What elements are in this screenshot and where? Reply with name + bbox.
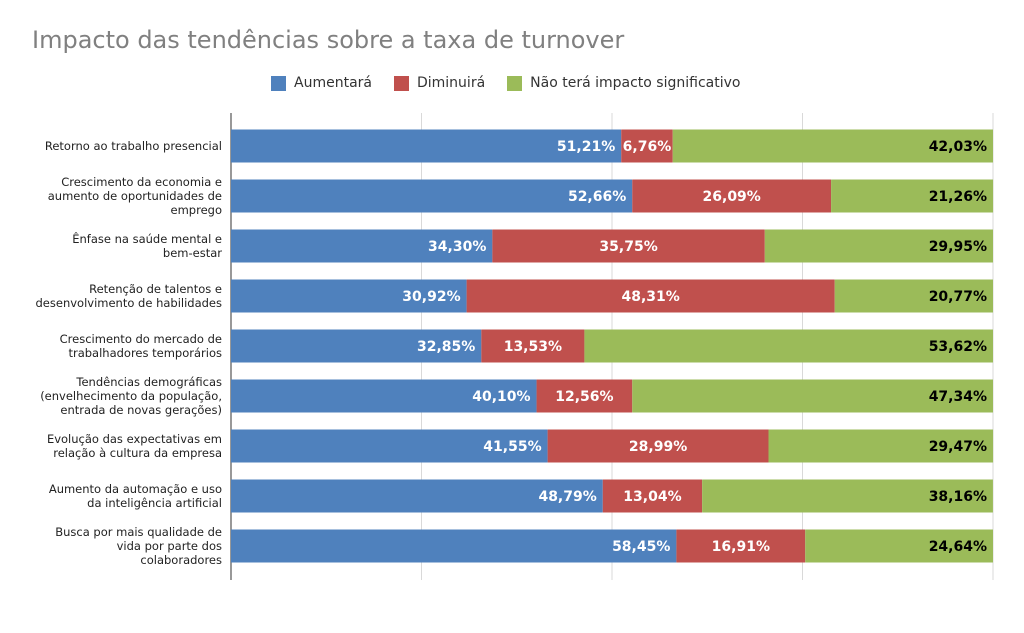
bar-segment: [231, 229, 493, 263]
bar-segment: [584, 329, 993, 363]
bar-segment: [602, 479, 703, 513]
data-label: 16,91%: [712, 539, 770, 555]
category-label: Crescimento da economia e: [61, 175, 222, 189]
bar-segment: [492, 229, 765, 263]
legend-label: Aumentará: [294, 75, 372, 91]
bar-segment: [231, 329, 482, 363]
category-label: Tendências demográficas: [75, 375, 222, 389]
bar-segment: [702, 479, 993, 513]
data-label: 21,26%: [929, 189, 987, 205]
category-label: desenvolvimento de habilidades: [36, 296, 223, 310]
category-label: emprego: [171, 203, 222, 217]
bar-segment: [536, 379, 633, 413]
bar-segment: [632, 179, 832, 213]
category-label: Evolução das expectativas em: [47, 432, 222, 446]
data-label: 13,04%: [623, 489, 681, 505]
bar-segment: [831, 179, 994, 213]
bar-segment: [481, 329, 585, 363]
bar-segment: [466, 279, 835, 313]
data-label: 32,85%: [417, 339, 475, 355]
data-label: 35,75%: [599, 239, 657, 255]
bar-segment: [834, 279, 993, 313]
bar-segment: [764, 229, 993, 263]
bar-segment: [547, 429, 769, 463]
bar-segment: [632, 379, 993, 413]
bar-segment: [676, 529, 806, 563]
bar-segment: [672, 129, 993, 163]
data-label: 12,56%: [555, 389, 613, 405]
data-label: 13,53%: [504, 339, 562, 355]
data-label: 47,34%: [929, 389, 987, 405]
bar-segment: [621, 129, 673, 163]
category-label: Ênfase na saúde mental e: [72, 231, 222, 246]
bar-segment: [231, 279, 467, 313]
legend-label: Diminuirá: [416, 75, 486, 91]
legend: Aumentará Diminuirá Não terá impacto signi…: [271, 75, 740, 91]
data-label: 29,95%: [929, 239, 987, 255]
category-label: Busca por mais qualidade de: [55, 525, 222, 539]
bar-segment: [231, 529, 677, 563]
bar-segment: [768, 429, 994, 463]
bar-segment: [231, 429, 548, 463]
category-label: Retenção de talentos e: [89, 282, 222, 296]
legend-swatch: [271, 75, 286, 91]
data-label: 34,30%: [428, 239, 486, 255]
category-label: relação à cultura da empresa: [53, 446, 222, 460]
category-label: entrada de novas gerações): [60, 403, 222, 417]
legend-label: Não terá impacto significativo: [530, 75, 741, 91]
bar-segment: [231, 379, 537, 413]
category-label: Crescimento do mercado de: [60, 332, 222, 346]
chart-title: Impacto das tendências sobre a taxa de t…: [32, 26, 625, 54]
bar-segment: [231, 179, 633, 213]
bar-segment: [805, 529, 993, 563]
data-label: 41,55%: [483, 439, 541, 455]
category-label: da inteligência artificial: [87, 496, 222, 510]
data-label: 58,45%: [612, 539, 670, 555]
data-label: 24,64%: [929, 539, 987, 555]
category-label: colaboradores: [140, 553, 222, 567]
data-label: 38,16%: [929, 489, 987, 505]
data-label: 42,03%: [929, 139, 987, 155]
data-label: 29,47%: [929, 439, 987, 455]
data-label: 48,31%: [622, 289, 680, 305]
legend-item: Não terá impacto significativo: [507, 75, 740, 91]
legend-item: Diminuirá: [393, 75, 486, 91]
category-label: trabalhadores temporários: [68, 346, 222, 360]
data-label: 6,76%: [623, 139, 672, 155]
category-label: (envelhecimento da população,: [40, 389, 222, 403]
data-label: 28,99%: [629, 439, 687, 455]
data-label: 20,77%: [929, 289, 987, 305]
legend-swatch: [507, 75, 523, 91]
data-label: 30,92%: [402, 289, 460, 305]
data-label: 40,10%: [472, 389, 530, 405]
bar-segment: [231, 129, 622, 163]
data-label: 26,09%: [703, 189, 761, 205]
legend-swatch: [393, 75, 409, 91]
category-label: aumento de oportunidades de: [48, 189, 222, 203]
legend-item: Aumentará: [271, 75, 372, 91]
category-label: Retorno ao trabalho presencial: [45, 139, 222, 153]
bar-segment: [231, 479, 603, 513]
data-label: 48,79%: [538, 489, 596, 505]
data-label: 52,66%: [568, 189, 626, 205]
category-label: bem-estar: [163, 246, 222, 260]
data-label: 51,21%: [557, 139, 615, 155]
data-label: 53,62%: [929, 339, 987, 355]
category-label: Aumento da automação e uso: [49, 482, 222, 496]
category-label: vida por parte dos: [117, 539, 222, 553]
